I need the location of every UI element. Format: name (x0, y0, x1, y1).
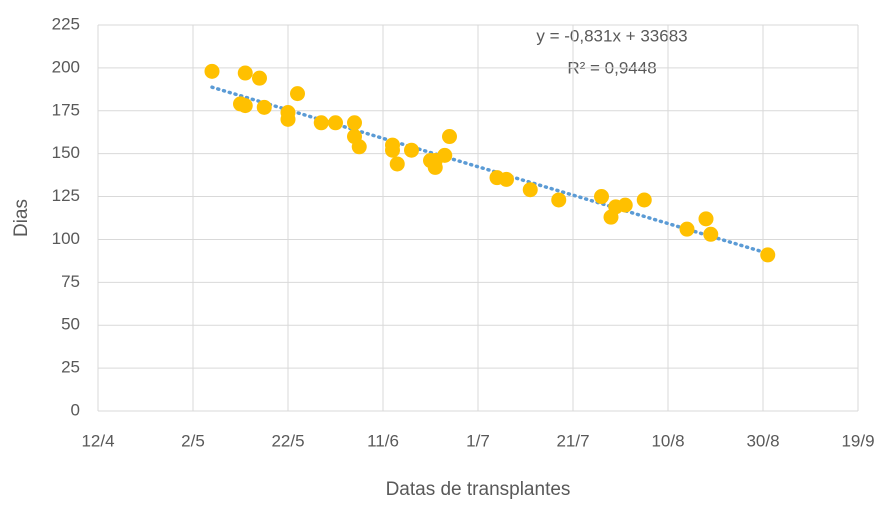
y-tick-label: 150 (52, 143, 80, 162)
x-tick-label: 11/6 (367, 431, 399, 450)
y-tick-label: 125 (52, 186, 80, 205)
point (404, 142, 419, 158)
x-tick-label: 30/8 (746, 431, 779, 450)
y-axis-title: Dias (11, 199, 32, 237)
trend-equation: y = -0,831x + 33683 (536, 26, 687, 45)
x-axis-title: Datas de transplantes (386, 479, 571, 500)
point (551, 192, 567, 208)
point (313, 115, 329, 131)
x-tick-label: 1/7 (466, 431, 490, 450)
point (679, 221, 695, 237)
point (703, 226, 719, 242)
point (522, 182, 538, 198)
y-tick-label: 25 (61, 358, 80, 377)
point (328, 115, 343, 131)
point (237, 98, 253, 114)
trendline (210, 85, 770, 256)
point (389, 156, 405, 172)
point (347, 115, 362, 131)
point (252, 70, 267, 86)
x-tick-label: 22/5 (271, 431, 304, 450)
x-tick-label: 10/8 (651, 431, 684, 450)
y-tick-label: 200 (52, 57, 80, 76)
y-tick-label: 100 (52, 229, 80, 248)
point (698, 211, 714, 227)
point (385, 142, 400, 158)
x-tick-label: 2/5 (181, 431, 205, 450)
y-tick-label: 50 (61, 315, 80, 334)
point (290, 86, 305, 102)
y-tick-label: 175 (52, 100, 80, 119)
point (351, 139, 367, 155)
point (280, 104, 296, 120)
x-tick-label: 12/4 (81, 431, 114, 450)
point (256, 99, 272, 115)
point (204, 63, 220, 79)
x-tick-label: 19/9 (841, 431, 874, 450)
y-tick-label: 75 (61, 272, 80, 291)
x-tick-label: 21/7 (556, 431, 589, 450)
point (237, 65, 253, 81)
point (760, 247, 776, 263)
point (636, 192, 652, 208)
point (437, 147, 453, 163)
point (499, 171, 514, 187)
point (617, 197, 633, 213)
y-tick-label: 225 (52, 14, 80, 33)
point (442, 129, 457, 145)
point (594, 189, 609, 205)
y-tick-label: 0 (71, 400, 80, 419)
